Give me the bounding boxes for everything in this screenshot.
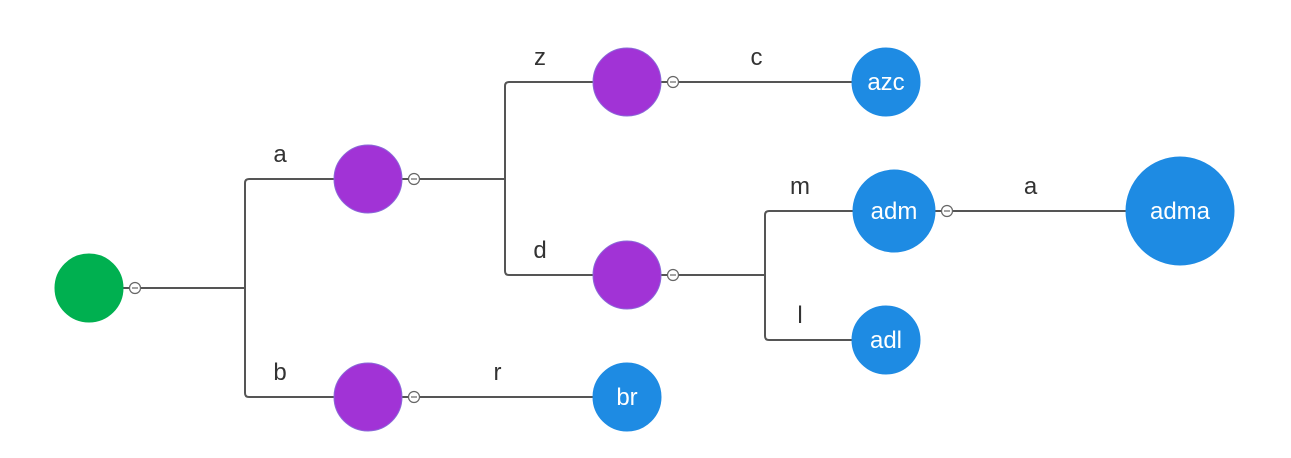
node-adma[interactable]: adma (1125, 156, 1235, 266)
edge-label-ad-adm: m (790, 173, 810, 200)
node-azc[interactable]: azc (851, 47, 921, 117)
edge-label-az-azc: c (751, 44, 763, 71)
edge-root-a (123, 178, 334, 289)
edge-label-root-a: a (273, 141, 287, 168)
node-adm-circle (852, 169, 936, 253)
node-adma-circle (1125, 156, 1235, 266)
node-br-circle (592, 362, 662, 432)
edge-a-ad (402, 178, 593, 276)
node-root[interactable] (54, 253, 124, 323)
edge-a-az (402, 81, 593, 180)
node-root-circle (54, 253, 124, 323)
node-azc-circle (851, 47, 921, 117)
edge-root-b (123, 287, 334, 398)
node-br[interactable]: br (592, 362, 662, 432)
edge-label-ad-adl: l (797, 302, 802, 329)
edge-label-a-az: z (534, 44, 546, 71)
collapse-toggle-ad[interactable] (666, 268, 680, 282)
node-az[interactable] (592, 47, 662, 117)
node-br-label: br (616, 384, 637, 411)
node-a-circle (333, 144, 403, 214)
node-azc-label: azc (867, 69, 904, 96)
collapse-toggle-a[interactable] (407, 172, 421, 186)
edge-labels-layer: a b z d c m l a r (273, 44, 1038, 386)
edge-label-adm-adma: a (1024, 173, 1038, 200)
node-adl[interactable]: adl (851, 305, 921, 375)
collapse-toggle-az[interactable] (666, 75, 680, 89)
collapse-toggles-layer (128, 75, 954, 404)
node-adm[interactable]: adm (852, 169, 936, 253)
collapse-toggle-root[interactable] (128, 281, 142, 295)
edge-label-root-b: b (273, 359, 286, 386)
node-ad[interactable] (592, 240, 662, 310)
edges-layer (123, 81, 1126, 398)
node-adl-circle (851, 305, 921, 375)
node-adl-label: adl (870, 327, 902, 354)
node-adma-label: adma (1150, 198, 1211, 225)
node-a[interactable] (333, 144, 403, 214)
node-adm-label: adm (871, 198, 918, 225)
edge-ad-adm (661, 210, 853, 276)
edge-ad-adl (661, 274, 852, 341)
node-ad-circle (592, 240, 662, 310)
edge-label-b-br: r (494, 359, 502, 386)
node-b[interactable] (333, 362, 403, 432)
node-az-circle (592, 47, 662, 117)
edge-label-a-ad: d (533, 237, 546, 264)
node-b-circle (333, 362, 403, 432)
collapse-toggle-adm[interactable] (940, 204, 954, 218)
collapse-toggle-b[interactable] (407, 390, 421, 404)
